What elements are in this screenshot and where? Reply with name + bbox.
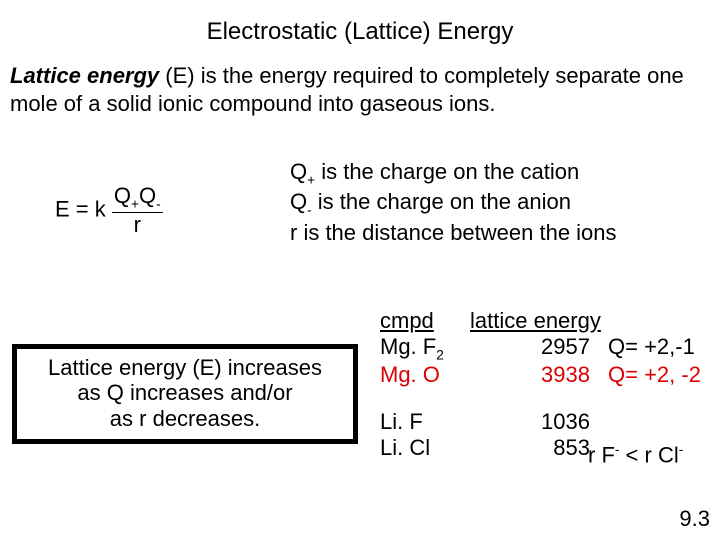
denominator: r	[112, 213, 163, 236]
fraction: Q+Q- r	[112, 184, 163, 236]
radius-note: r F- < r Cl-	[588, 442, 683, 468]
formula: E = k Q+Q- r	[55, 185, 163, 237]
table-row: Mg. F22957Q= +2,-1	[380, 334, 720, 362]
header-cmpd: cmpd	[380, 308, 470, 334]
cell-cmpd: Mg. F2	[380, 334, 470, 362]
cell-energy: 1036	[470, 409, 608, 435]
cell-cmpd: Li. F	[380, 409, 470, 435]
box-line-3: as r decreases.	[25, 406, 345, 431]
box-line-2: as Q increases and/or	[25, 380, 345, 405]
legend-row-1: Q+ is the charge on the cation	[290, 158, 617, 188]
table-header: cmpdlattice energy	[380, 308, 720, 334]
cell-energy: 2957	[470, 334, 608, 360]
cell-energy: 3938	[470, 362, 608, 388]
legend: Q+ is the charge on the cation Q- is the…	[290, 158, 617, 246]
cell-cmpd: Mg. O	[380, 362, 470, 390]
cell-note: Q= +2,-1	[608, 334, 720, 360]
formula-pre: E = k	[55, 197, 112, 222]
page-ref: 9.3	[679, 506, 710, 532]
data-table: cmpdlattice energy Mg. F22957Q= +2,-1 Mg…	[380, 308, 720, 461]
table-row: Li. F1036	[380, 409, 720, 435]
header-energy: lattice energy	[470, 308, 610, 334]
table-row: Mg. O3938Q= +2, -2	[380, 362, 720, 390]
term: Lattice energy	[10, 63, 159, 88]
legend-row-3: r is the distance between the ions	[290, 219, 617, 247]
cell-cmpd: Li. Cl	[380, 435, 470, 461]
legend-row-2: Q- is the charge on the anion	[290, 188, 617, 218]
cell-note: Q= +2, -2	[608, 362, 720, 388]
box-line-1: Lattice energy (E) increases	[25, 355, 345, 380]
definition: Lattice energy (E) is the energy require…	[10, 62, 710, 117]
numerator: Q+Q-	[112, 184, 163, 213]
page-title: Electrostatic (Lattice) Energy	[0, 18, 720, 46]
summary-box: Lattice energy (E) increases as Q increa…	[12, 344, 358, 444]
